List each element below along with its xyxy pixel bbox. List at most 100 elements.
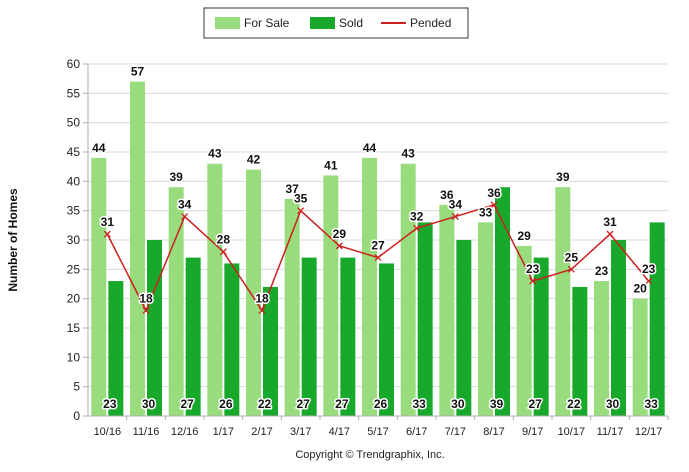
label-sold-10-17-halo: 22 [567,397,581,411]
label-pended-10-17-halo: 25 [565,250,579,264]
label-sold-12-17-halo: 33 [644,397,658,411]
label-for-sale-3-17: 37 [285,182,299,196]
label-pended-3-17-halo: 35 [294,192,308,206]
bar-sold-11-17 [611,240,626,416]
y-tick-label: 20 [67,292,81,306]
bar-for-sale-6-17 [400,163,416,416]
bar-for-sale-10-16 [91,157,107,416]
label-pended-7-17-halo: 34 [449,198,463,212]
label-for-sale-5-17-halo: 44 [363,141,377,155]
pended-point-10-17 [567,265,575,273]
bar-for-sale-8-17 [478,222,493,416]
label-pended-7-17: 34 [449,198,463,212]
bar-for-sale-10-17 [555,187,571,416]
label-for-sale-5-17: 44 [363,141,377,155]
label-sold-12-16-halo: 27 [180,397,194,411]
label-pended-12-17: 23 [642,262,656,276]
label-sold-2-17: 22 [258,397,272,411]
label-sold-12-17: 33 [644,397,658,411]
legend-swatch-sold [310,17,335,29]
label-sold-5-17-halo: 26 [374,397,388,411]
label-sold-10-17: 22 [567,397,581,411]
label-sold-7-17: 30 [451,397,465,411]
label-sold-8-17: 39 [490,397,504,411]
bar-sold-7-17 [456,240,472,416]
label-for-sale-10-16-halo: 44 [92,141,106,155]
pended-line-group [103,201,653,314]
y-tick-label: 40 [67,174,81,188]
y-tick-label: 55 [67,86,81,100]
label-for-sale-9-17: 29 [517,229,531,243]
bar-sold-2-17 [263,286,278,416]
label-pended-11-17: 31 [603,215,617,229]
label-sold-1-17-halo: 26 [219,397,233,411]
legend-label-pended: Pended [410,16,451,30]
bar-for-sale-4-17 [323,175,339,416]
label-sold-10-16: 23 [103,397,117,411]
label-pended-12-16-halo: 34 [178,198,192,212]
label-pended-12-17-halo: 23 [642,262,656,276]
label-for-sale-10-16: 44 [92,141,106,155]
label-for-sale-9-17-halo: 29 [517,229,531,243]
y-tick-label: 25 [67,262,81,276]
legend-label-for-sale: For Sale [244,16,290,30]
bar-sold-8-17 [495,187,510,416]
pended-point-6-17 [413,224,421,232]
pended-point-11-16 [142,306,150,314]
x-tick-label-10-16: 10/16 [94,426,122,438]
y-tick-label: 60 [67,57,81,71]
label-pended-10-16: 31 [101,215,115,229]
label-for-sale-10-17: 39 [556,170,570,184]
bar-sold-9-17 [533,257,549,416]
label-sold-12-16: 27 [180,397,194,411]
x-tick-label-12-16: 12/16 [171,426,199,438]
label-for-sale-8-17-halo: 33 [479,205,493,219]
x-tick-label-3-17: 3/17 [290,426,311,438]
bar-for-sale-9-17 [516,245,532,416]
label-pended-11-16: 18 [139,291,153,305]
bar-for-sale-5-17 [362,157,377,416]
label-for-sale-3-17-halo: 37 [285,182,299,196]
label-sold-1-17: 26 [219,397,233,411]
label-sold-3-17: 27 [296,397,310,411]
label-for-sale-11-16: 57 [131,65,145,79]
x-tick-label-5-17: 5/17 [367,426,388,438]
label-for-sale-12-17-halo: 20 [633,282,647,296]
label-pended-1-17: 28 [217,233,231,247]
x-tick-label-12-17: 12/17 [635,426,663,438]
label-sold-2-17-halo: 22 [258,397,272,411]
y-axis-label: Number of Homes [6,188,20,292]
label-for-sale-6-17-halo: 43 [401,147,415,161]
label-pended-10-16-halo: 31 [101,215,115,229]
label-sold-6-17-halo: 33 [412,397,426,411]
label-for-sale-7-17: 36 [440,188,454,202]
pended-point-1-17 [219,248,227,256]
label-sold-8-17-halo: 39 [490,397,504,411]
label-pended-9-17-halo: 23 [526,262,540,276]
pended-point-3-17 [297,207,305,215]
label-for-sale-12-16: 39 [169,170,183,184]
label-for-sale-6-17: 43 [401,147,415,161]
bar-sold-12-17 [649,222,665,416]
pended-point-11-17 [606,230,614,238]
legend: For Sale Sold Pended [203,7,469,39]
label-sold-3-17-halo: 27 [296,397,310,411]
label-for-sale-2-17: 42 [247,153,261,167]
x-tick-label-10-17: 10/17 [558,426,586,438]
bar-for-sale-11-17 [594,281,609,416]
x-tick-label-7-17: 7/17 [445,426,466,438]
label-for-sale-1-17: 43 [208,147,222,161]
label-sold-5-17: 26 [374,397,388,411]
bar-sold-1-17 [224,263,240,416]
bar-sold-3-17 [301,257,317,416]
label-pended-8-17: 36 [487,186,501,200]
pended-point-12-16 [181,213,189,220]
label-sold-11-16: 30 [142,397,156,411]
label-pended-2-17-halo: 18 [255,291,269,305]
y-tick-label: 0 [73,409,80,423]
pended-point-8-17 [490,201,498,209]
legend-box [203,7,469,39]
label-for-sale-2-17-halo: 42 [247,153,261,167]
y-tick-label: 30 [67,233,81,247]
bar-sold-10-16 [108,281,124,416]
